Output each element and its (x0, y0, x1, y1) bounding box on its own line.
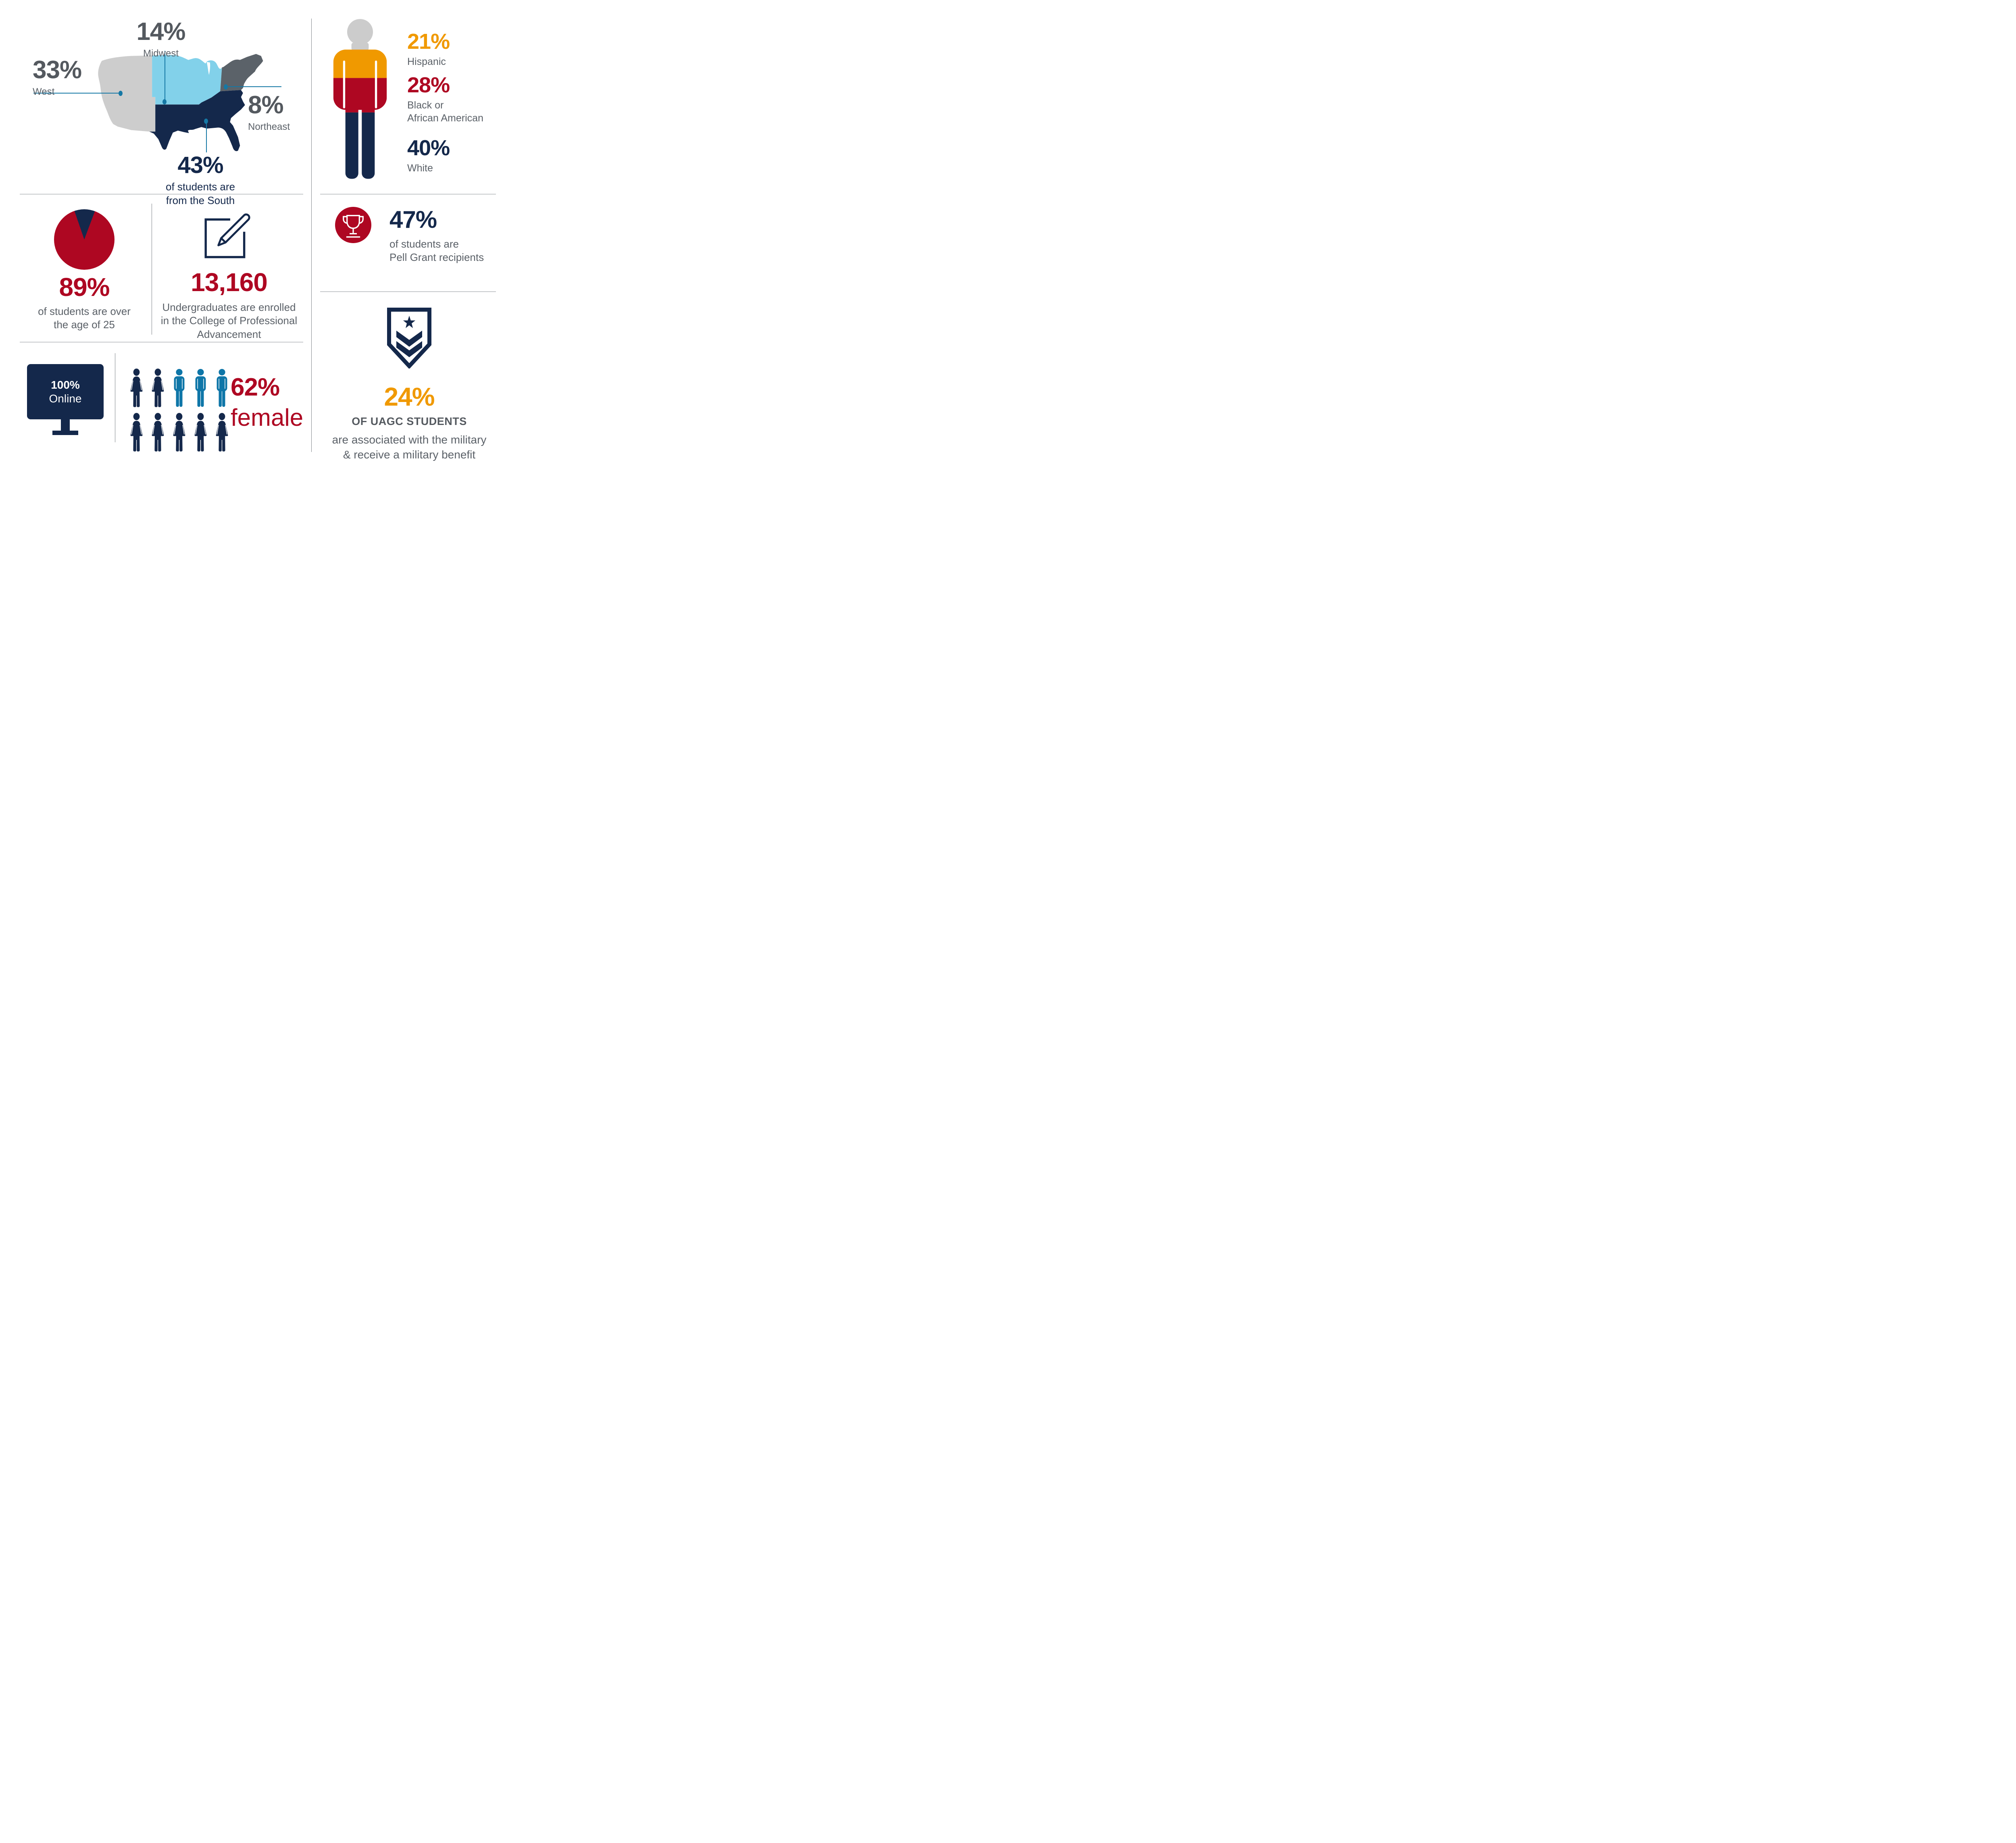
age-caption-line1: of students are over (38, 305, 131, 317)
person-icon-female-7 (213, 412, 231, 453)
undergrad-caption-line2: in the College of Professional (160, 314, 298, 327)
undergrad-value: 13,160 (191, 268, 268, 297)
person-icon-female-1 (127, 368, 146, 408)
person-band-black (333, 78, 387, 112)
stat-northeast: 8% Northeast (248, 93, 290, 133)
monitor-stand-pole (61, 419, 70, 431)
age-value: 89% (59, 273, 110, 302)
monitor-stand-base (52, 431, 78, 435)
military-caption-line1: are associated with the military (332, 433, 487, 446)
age-pie-chart (54, 209, 115, 270)
monitor-icon: 100% Online (27, 364, 104, 419)
military-value: 24% (384, 382, 435, 411)
leader-dot-midwest (162, 99, 167, 104)
northeast-label: Northeast (248, 121, 290, 132)
stat-white: 40% White (407, 137, 450, 175)
map-region-west (98, 55, 156, 132)
stat-age: 89% of students are over the age of 25 (34, 274, 135, 332)
map-region-south (149, 90, 245, 151)
pell-caption-line2: Pell Grant recipients (389, 251, 484, 264)
black-value: 28% (407, 73, 450, 97)
badge-chevron-2 (396, 341, 422, 357)
person-neck (351, 42, 369, 51)
military-subtitle: OF UAGC STUDENTS (352, 415, 467, 427)
lake-michigan (206, 62, 210, 75)
gender-value: 62% (231, 373, 280, 401)
stat-hispanic: 21% Hispanic (407, 31, 450, 68)
hispanic-value: 21% (407, 29, 450, 54)
military-caption-line2: & receive a military benefit (343, 448, 476, 461)
military-badge-icon (387, 308, 431, 369)
us-map (98, 54, 263, 151)
online-value: 100% (51, 379, 80, 392)
person-head (347, 19, 373, 45)
black-label-line1: Black or (407, 100, 444, 111)
leader-line-northeast (226, 86, 281, 87)
leader-dot-west (119, 91, 123, 96)
undergrad-caption-line1: Undergraduates are enrolled (162, 301, 296, 313)
person-icon-female-2 (149, 368, 167, 408)
person-band-white (333, 112, 387, 179)
leader-dot-northeast (224, 84, 228, 90)
person-figure-icon (333, 19, 387, 179)
person-icon-female-5 (170, 412, 188, 453)
leader-line-south (206, 121, 207, 152)
badge-chevron-1 (396, 331, 422, 347)
west-label: West (33, 86, 55, 97)
age-caption-line2: the age of 25 (54, 319, 115, 331)
west-value: 33% (33, 56, 82, 84)
pell-value: 47% (389, 206, 437, 233)
person-icon-female-4 (149, 412, 167, 453)
stat-military: 24% OF UAGC STUDENTS are associated with… (321, 384, 498, 461)
northeast-value: 8% (248, 91, 284, 119)
badge-star (403, 316, 416, 328)
stat-midwest: 14% Midwest (125, 19, 197, 60)
stat-gender: 62% female (231, 375, 303, 430)
south-caption-line2: from the South (166, 194, 235, 206)
edit-pencil-icon (204, 213, 250, 258)
south-value: 43% (177, 152, 223, 178)
white-label: White (407, 162, 433, 174)
person-icon-male-3 (213, 368, 231, 408)
stat-west: 33% West (33, 56, 82, 98)
divider-main-vertical (311, 19, 312, 452)
person-band-hispanic (333, 49, 387, 78)
trophy-icon (335, 207, 371, 243)
person-icon-female-6 (192, 412, 210, 453)
leader-dot-south (204, 119, 208, 124)
black-label-line2: African American (407, 112, 483, 124)
stat-pell: 47% of students are Pell Grant recipient… (389, 208, 484, 264)
midwest-label: Midwest (143, 48, 179, 59)
south-caption-line1: of students are (166, 181, 235, 193)
infographic-canvas: 14% Midwest 33% West 8% Northeast 43% of… (0, 0, 515, 461)
white-value: 40% (407, 136, 450, 160)
undergrad-caption-line3: Advancement (197, 328, 261, 340)
hispanic-label: Hispanic (407, 56, 446, 67)
pell-caption-line1: of students are (389, 238, 459, 250)
person-icon-female-3 (127, 412, 146, 453)
gender-label: female (231, 404, 304, 431)
midwest-value: 14% (136, 18, 185, 46)
online-label: Online (49, 392, 82, 405)
stat-south: 43% of students are from the South (136, 154, 265, 208)
person-icon-male-1 (170, 368, 188, 408)
map-region-midwest (152, 55, 222, 105)
person-icon-male-2 (192, 368, 210, 408)
stat-undergrad: 13,160 Undergraduates are enrolled in th… (156, 269, 302, 341)
stat-black: 28% Black or African American (407, 74, 483, 125)
map-region-northeast (220, 54, 263, 92)
leader-line-west (33, 93, 121, 94)
